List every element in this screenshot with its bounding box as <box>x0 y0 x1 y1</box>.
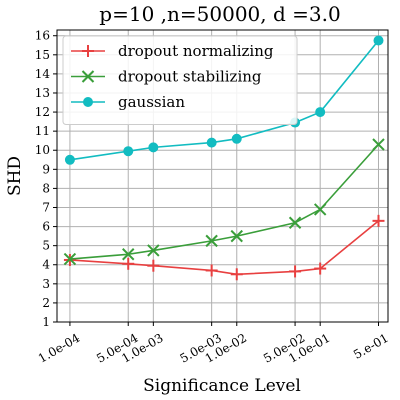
legend-label: dropout stabilizing <box>118 68 262 86</box>
legend-marker <box>82 45 94 57</box>
y-tick-label: 14 <box>35 67 51 81</box>
x-axis-label: Significance Level <box>143 376 301 396</box>
data-point <box>313 203 327 216</box>
data-point <box>289 265 302 278</box>
legend-entry: gaussian <box>71 93 185 111</box>
y-tick-label: 10 <box>35 143 50 157</box>
chart-title: p=10 ,n=50000, d =3.0 <box>99 2 340 26</box>
data-point <box>205 264 218 277</box>
data-point <box>122 257 135 270</box>
x-tick-label: 1.0e-04 <box>36 331 83 366</box>
data-point <box>314 262 327 275</box>
y-tick-label: 12 <box>35 105 50 119</box>
data-point <box>372 214 385 227</box>
data-point <box>206 137 217 148</box>
y-tick-label: 1 <box>42 315 50 329</box>
legend-entry: dropout stabilizing <box>71 68 262 86</box>
legend-entry: dropout normalizing <box>71 42 274 60</box>
data-point <box>205 234 218 248</box>
data-point <box>315 107 326 118</box>
data-point <box>373 35 384 46</box>
legend-box <box>62 35 298 125</box>
y-tick-label: 6 <box>42 220 50 234</box>
y-tick-label: 7 <box>42 200 50 214</box>
y-axis-label: SHD <box>5 156 25 196</box>
y-tick-label: 4 <box>42 258 50 272</box>
plot-frame <box>56 29 389 323</box>
data-point <box>147 244 160 257</box>
data-point <box>288 216 302 229</box>
series-line <box>69 220 380 276</box>
data-point <box>147 259 160 272</box>
legend-label: gaussian <box>118 93 185 111</box>
y-tick-label: 8 <box>42 181 50 195</box>
y-tick-label: 11 <box>35 124 50 138</box>
data-point <box>148 142 159 153</box>
y-tick-label: 15 <box>35 48 50 62</box>
data-point <box>123 146 134 157</box>
y-tick-label: 9 <box>42 162 50 176</box>
y-tick-label: 5 <box>42 239 50 253</box>
data-point <box>372 138 385 151</box>
legend: dropout normalizing dropout stabilizing ga… <box>62 35 298 125</box>
data-point <box>64 154 75 165</box>
data-point <box>230 268 243 281</box>
y-tick-label: 2 <box>42 296 50 310</box>
data-point <box>63 252 77 266</box>
y-tick-label: 16 <box>35 29 50 43</box>
series-dropout-stabilizing <box>63 138 385 266</box>
x-tick-label: 5.e-01 <box>351 331 391 362</box>
legend-marker <box>81 70 95 83</box>
series-dropout-normalizing <box>63 214 385 281</box>
data-point <box>122 248 135 261</box>
legend-label: dropout normalizing <box>118 42 274 60</box>
legend-marker <box>83 97 93 107</box>
y-tick-label: 3 <box>42 277 50 291</box>
y-tick-label: 13 <box>35 86 50 100</box>
data-point <box>230 229 243 243</box>
series-line <box>69 143 380 260</box>
data-point <box>231 133 242 144</box>
